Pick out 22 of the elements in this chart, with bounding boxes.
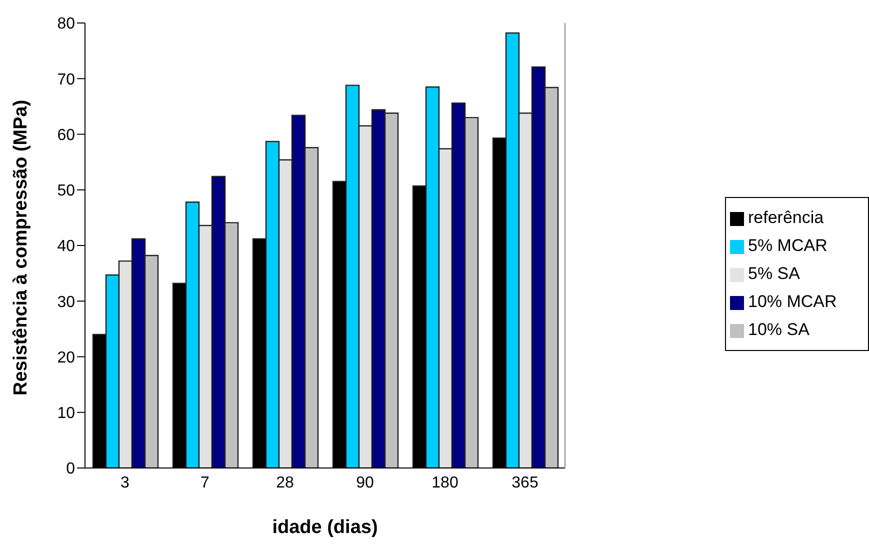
y-tick-label: 30	[57, 294, 76, 311]
x-tick-label: 365	[512, 474, 538, 492]
y-tick-label: 0	[66, 460, 76, 478]
y-tick-label: 80	[57, 16, 76, 33]
legend-label: referência	[748, 208, 824, 227]
x-tick-label: 180	[432, 474, 458, 492]
y-axis-title: Resistência à compressão (MPa)	[10, 100, 32, 396]
legend-label: 10% SA	[748, 320, 810, 339]
y-tick-label: 20	[57, 349, 76, 366]
x-tick-label: 7	[200, 474, 210, 492]
y-tick-label: 50	[57, 182, 76, 200]
legend-label: 5% MCAR	[748, 236, 828, 255]
y-tick-label: 10	[57, 405, 76, 422]
legend-label: 5% SA	[748, 264, 800, 283]
y-tick-label: 40	[57, 238, 76, 256]
x-tick-label: 90	[356, 474, 374, 492]
legend-label: 10% MCAR	[748, 292, 837, 311]
y-tick-label: 60	[57, 126, 76, 144]
x-tick-label: 3	[120, 474, 130, 492]
x-tick-label: 28	[276, 474, 294, 492]
x-axis-title: idade (dias)	[272, 517, 378, 538]
y-tick-label: 70	[57, 71, 76, 88]
